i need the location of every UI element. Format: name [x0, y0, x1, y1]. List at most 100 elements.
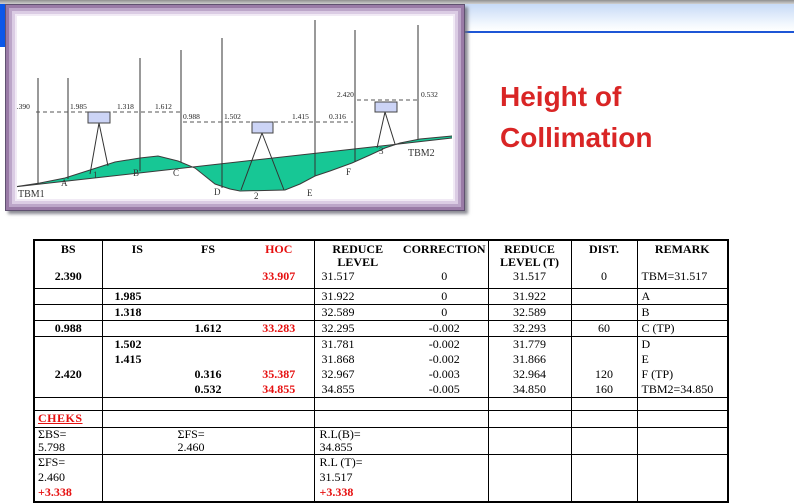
cell [101, 320, 172, 337]
cell-corr: 0 [401, 288, 489, 305]
cell [570, 454, 638, 503]
col-hoc: HOC 33.907 [244, 240, 315, 289]
cell-bs: 0.988 [33, 320, 103, 337]
label-f: F [346, 167, 351, 177]
label-b: B [133, 168, 139, 178]
cell-rlt: 34.850 [487, 382, 572, 398]
cell [33, 336, 103, 352]
sum-fs2-label: ΣFS= [38, 455, 66, 469]
cell-rlt: 32.589 [487, 304, 572, 321]
left-accent-strip [0, 4, 5, 47]
cell [33, 382, 103, 398]
cell-remark: F (TP) [636, 367, 729, 382]
cell-is: 1.415 [101, 352, 172, 367]
cell [33, 397, 103, 411]
cell [636, 427, 729, 455]
table-row: 1.415 31.868 -0.002 31.866 E [33, 352, 729, 367]
reading-e: 1.415 [292, 112, 309, 121]
cell-corr: -0.003 [401, 367, 489, 382]
sum-fs2-cell: ΣFS= 2.460 +3.338 [33, 454, 103, 503]
cell [244, 352, 315, 367]
rl-b-value: 34.855 [319, 440, 353, 454]
leveling-diagram: 2.390 1.985 1.318 1.612 0.988 1.502 1.41… [17, 20, 453, 199]
cell-fs: 0.316 [194, 367, 222, 381]
instrument-3 [374, 101, 398, 149]
cell-bs: 2.420 [33, 367, 103, 382]
cell [313, 397, 489, 411]
cell-corr: 0 [401, 304, 489, 321]
cell-dist: 120 [570, 367, 638, 382]
cell [636, 410, 729, 428]
header-fs: FS [200, 242, 215, 256]
cell [570, 397, 638, 411]
cell-is: 1.502 [101, 336, 172, 352]
cell [172, 352, 244, 367]
cell-rl: 32.589 [313, 304, 401, 321]
header-reduce-level: REDUCE LEVEL [332, 242, 384, 269]
rl-t-label: R.L (T)= [319, 455, 363, 469]
col-dist: DIST. 0 [570, 240, 638, 289]
header-remark: REMARK [654, 242, 710, 256]
staff-readings: 2.390 1.985 1.318 1.612 0.988 1.502 1.41… [17, 90, 438, 121]
table-row-sums-2: ΣFS= 2.460 +3.338 R.L (T)= 31.517 +3.338 [33, 454, 729, 503]
cell [172, 288, 244, 305]
table-row-sums-1: ΣBS= 5.798 ΣFS= 2.460 R.L(B)= 34.855 [33, 427, 729, 455]
cell-corr: -0.002 [401, 336, 489, 352]
cell [636, 397, 729, 411]
rl-t-value: 31.517 [319, 470, 353, 484]
window-top-bar [0, 0, 794, 4]
cell [244, 288, 315, 305]
cell-rlt: 31.517 [513, 269, 546, 283]
label-setup-1: 1 [93, 170, 98, 180]
cell-is: 1.318 [101, 304, 172, 321]
cell [172, 337, 244, 353]
cell-hoc: 34.855 [244, 382, 315, 398]
col-reduce-level-t: REDUCE LEVEL (T) 31.517 [487, 240, 572, 289]
sum-fs-value: 2.460 [177, 440, 205, 454]
tripod-3 [376, 111, 396, 149]
cell-corr: 0 [441, 269, 448, 283]
label-e: E [307, 188, 313, 198]
col-correction: CORRECTION 0 [401, 240, 489, 289]
label-a: A [61, 178, 68, 188]
cell-rlt: 31.922 [487, 288, 572, 305]
cell [570, 352, 638, 367]
cell [636, 454, 729, 503]
cell-dist: 160 [570, 382, 638, 398]
station-labels: TBM1 A 1 B C D 2 E F 3 TBM2 [18, 146, 435, 199]
reading-f-bs: 2.420 [337, 90, 354, 99]
header-reduce-level-t: REDUCE LEVEL (T) [499, 242, 559, 269]
terrain-line [17, 135, 453, 192]
cell-rl: 32.967 [313, 367, 401, 382]
reading-a: 1.985 [70, 102, 87, 111]
table-row: 2.420 0.316 35.387 32.967 -0.003 32.964 … [33, 367, 729, 382]
label-c: C [173, 168, 179, 178]
cell-bs: 2.390 [54, 269, 82, 283]
cell [33, 304, 103, 321]
instrument-1 [87, 111, 111, 175]
tripod-1 [89, 122, 109, 175]
title-line-2: Collimation [500, 122, 653, 153]
rl-b-label: R.L(B)= [319, 427, 361, 441]
level-box-3 [374, 101, 398, 113]
reading-b: 1.318 [117, 102, 134, 111]
reading-c-bs: 0.988 [183, 112, 200, 121]
cell-is: 1.985 [101, 288, 172, 305]
rl-b-cell: R.L(B)= 34.855 [313, 427, 489, 455]
cell-hoc: 33.283 [244, 320, 315, 337]
cell [570, 288, 638, 305]
level-book-table-wrap: BS 2.390 IS FS HOC 33.907 REDUCE LEVEL 3… [33, 239, 729, 503]
table-row: 1.502 31.781 -0.002 31.779 D [33, 336, 729, 353]
col-fs: FS [172, 240, 244, 289]
table-row-spacer [33, 397, 729, 411]
col-is: IS [101, 240, 172, 289]
cell [33, 352, 103, 367]
staff-lines [37, 20, 419, 188]
cell-fs: 1.612 [172, 320, 244, 337]
cell [570, 304, 638, 321]
cell-remark: E [636, 352, 729, 367]
reading-c-fs: 1.612 [155, 102, 172, 111]
cell-corr: -0.002 [401, 352, 489, 367]
cell-hoc: 33.907 [262, 269, 296, 283]
cell [570, 410, 638, 428]
